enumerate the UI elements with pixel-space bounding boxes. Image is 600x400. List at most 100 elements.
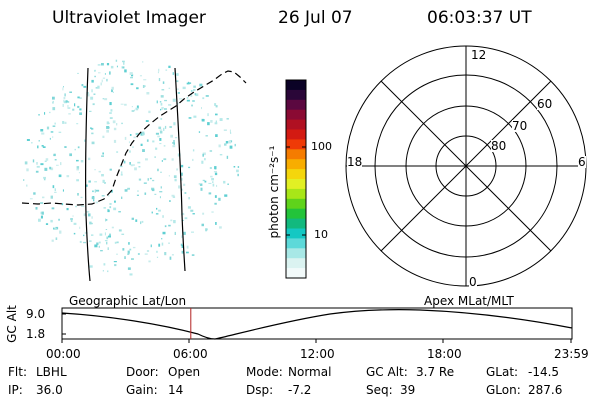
- emission-speckle: [91, 196, 95, 200]
- emission-speckle: [193, 89, 196, 91]
- emission-speckle: [219, 226, 222, 229]
- emission-speckle: [123, 160, 126, 164]
- emission-speckle: [81, 84, 84, 87]
- emission-speckle: [201, 119, 205, 122]
- emission-speckle: [155, 132, 159, 135]
- emission-speckle: [94, 189, 96, 193]
- emission-speckle: [229, 145, 233, 149]
- emission-speckle: [79, 97, 82, 99]
- emission-speckle: [89, 221, 92, 225]
- emission-speckle: [132, 246, 136, 249]
- emission-speckle: [69, 153, 72, 157]
- mlat-label-60: 60: [537, 97, 553, 111]
- emission-speckle: [140, 143, 143, 146]
- emission-speckle: [175, 80, 179, 83]
- emission-speckle: [106, 129, 109, 133]
- emission-speckle: [54, 228, 57, 230]
- emission-speckle: [142, 85, 145, 88]
- emission-speckle: [127, 250, 130, 254]
- timeline-right-caption: Apex MLat/MLT: [424, 294, 514, 308]
- colorbar-swatch: [286, 228, 306, 239]
- emission-speckle: [66, 208, 69, 211]
- emission-speckle: [139, 75, 142, 77]
- emission-speckle: [134, 167, 137, 171]
- emission-speckle: [109, 102, 112, 106]
- emission-speckle: [202, 97, 205, 100]
- emission-speckle: [86, 211, 90, 213]
- emission-speckle: [224, 143, 227, 146]
- emission-speckle: [192, 213, 195, 215]
- emission-speckle: [230, 132, 232, 134]
- emission-speckle: [130, 83, 134, 86]
- colorbar-swatch: [286, 248, 306, 259]
- emission-speckle: [40, 129, 44, 132]
- emission-speckle: [218, 197, 221, 201]
- emission-speckle: [109, 203, 112, 205]
- emission-speckle: [104, 182, 106, 184]
- emission-speckle: [92, 103, 95, 106]
- emission-speckle: [162, 107, 164, 109]
- emission-speckle: [212, 181, 214, 183]
- mlt-label-18: 18: [347, 155, 363, 169]
- emission-speckle: [163, 158, 167, 161]
- emission-speckle: [116, 123, 118, 126]
- emission-speckle: [207, 113, 209, 117]
- colorbar-swatch: [286, 238, 306, 249]
- emission-speckle: [42, 196, 45, 199]
- emission-speckle: [115, 59, 118, 62]
- emission-speckle: [83, 234, 85, 237]
- emission-speckle: [38, 114, 40, 116]
- emission-speckle: [70, 220, 73, 222]
- emission-speckle: [215, 113, 218, 116]
- emission-speckle: [24, 161, 28, 165]
- emission-speckle: [102, 77, 106, 79]
- emission-speckle: [77, 72, 79, 74]
- emission-speckle: [177, 92, 180, 94]
- emission-speckle: [36, 165, 40, 168]
- emission-speckle: [61, 203, 64, 206]
- emission-speckle: [146, 92, 150, 95]
- emission-speckle: [171, 194, 175, 197]
- emission-speckle: [213, 171, 217, 173]
- emission-speckle: [49, 111, 51, 114]
- emission-speckle: [169, 200, 171, 202]
- emission-speckle: [229, 129, 231, 133]
- emission-speckle: [111, 89, 113, 93]
- emission-speckle: [83, 213, 87, 217]
- emission-speckle: [41, 145, 44, 147]
- emission-speckle: [100, 250, 103, 252]
- timeline-left-caption: Geographic Lat/Lon: [69, 294, 187, 308]
- emission-speckle: [95, 87, 99, 89]
- emission-speckle: [101, 174, 104, 177]
- emission-speckle: [70, 218, 73, 221]
- emission-speckle: [137, 253, 140, 255]
- emission-speckle: [186, 82, 190, 85]
- emission-speckle: [181, 250, 184, 254]
- emission-speckle: [188, 166, 191, 169]
- emission-speckle: [64, 121, 67, 124]
- emission-speckle: [122, 66, 125, 69]
- emission-speckle: [194, 93, 197, 96]
- seq-label: Seq:: [366, 383, 393, 397]
- emission-speckle: [101, 155, 104, 157]
- glat-label: GLat:: [486, 365, 519, 379]
- altitude-curve: [61, 309, 573, 340]
- emission-speckle: [90, 127, 92, 129]
- emission-speckle: [205, 95, 209, 97]
- emission-speckle: [156, 207, 158, 210]
- glat-value: -14.5: [528, 365, 560, 379]
- emission-speckle: [110, 109, 113, 112]
- emission-speckle: [168, 242, 170, 244]
- emission-speckle: [234, 143, 236, 147]
- emission-speckle: [114, 200, 116, 203]
- emission-speckle: [207, 122, 210, 126]
- emission-speckle: [31, 142, 33, 144]
- emission-speckle: [79, 226, 81, 229]
- emission-speckle: [168, 104, 172, 106]
- emission-speckle: [158, 243, 161, 247]
- emission-speckle: [154, 156, 156, 158]
- emission-speckle: [58, 174, 62, 178]
